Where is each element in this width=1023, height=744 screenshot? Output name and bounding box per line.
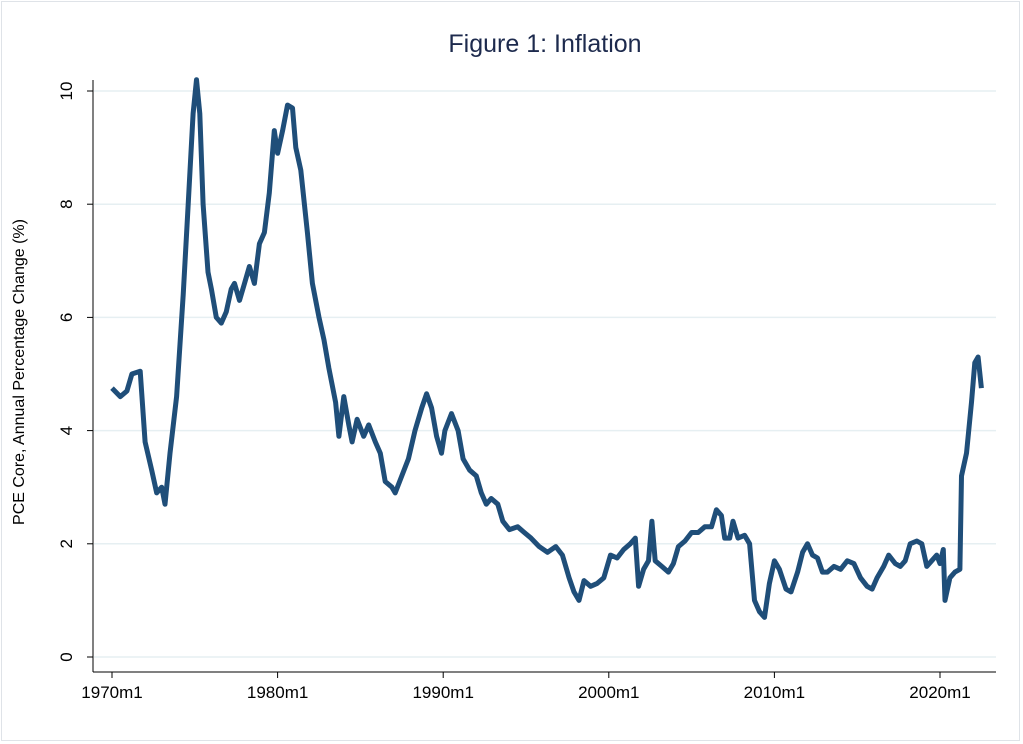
x-tick-label: 2010m1 — [744, 683, 805, 702]
y-ticks: 0 2 4 6 8 10 — [57, 82, 93, 662]
x-tick-label: 1970m1 — [81, 683, 142, 702]
y-tick-label: 10 — [57, 82, 76, 101]
series-line-pce-core — [110, 77, 984, 620]
y-tick-label: 0 — [57, 652, 76, 661]
chart-title: Figure 1: Inflation — [448, 30, 641, 58]
y-tick-label: 6 — [57, 313, 76, 322]
y-axis-label: PCE Core, Annual Percentage Change (%) — [11, 219, 28, 525]
y-tick-label: 2 — [57, 539, 76, 548]
x-ticks: 1970m1 1980m1 1990m1 2000m1 2010m1 2020m1 — [81, 672, 971, 702]
x-tick-label: 2000m1 — [578, 683, 639, 702]
x-tick-label: 2020m1 — [909, 683, 970, 702]
gridlines — [94, 90, 996, 658]
y-tick-label: 4 — [57, 426, 76, 435]
x-tick-label: 1990m1 — [412, 683, 473, 702]
x-tick-label: 1980m1 — [247, 683, 308, 702]
y-tick-label: 8 — [57, 199, 76, 208]
